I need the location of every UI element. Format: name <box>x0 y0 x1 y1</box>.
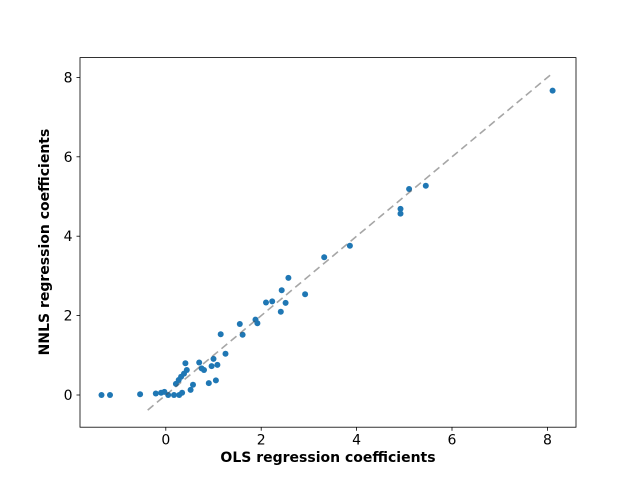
data-point <box>214 361 221 368</box>
data-point <box>152 390 159 397</box>
data-point <box>321 254 328 261</box>
data-point <box>210 355 217 362</box>
data-point <box>269 298 276 305</box>
data-point <box>179 389 186 396</box>
data-point <box>212 377 219 384</box>
data-point <box>107 392 113 398</box>
data-point <box>422 182 429 189</box>
axes-frame <box>79 57 577 428</box>
data-point <box>183 367 190 373</box>
data-point <box>254 320 261 327</box>
data-point <box>208 363 215 370</box>
x-tick-label: 6 <box>448 433 457 449</box>
data-point <box>137 391 144 398</box>
data-point <box>182 360 189 367</box>
data-point <box>278 287 285 294</box>
x-tick-label: 2 <box>257 433 266 449</box>
data-point <box>282 299 289 306</box>
data-point <box>346 242 353 249</box>
data-point <box>196 359 203 366</box>
identity-line <box>147 74 552 411</box>
data-point <box>285 274 292 281</box>
data-point <box>98 392 105 398</box>
data-point <box>397 210 404 217</box>
data-point <box>397 205 404 212</box>
data-point <box>222 350 229 357</box>
y-tick-label: 2 <box>64 309 73 325</box>
data-point <box>277 308 284 315</box>
data-point <box>217 331 224 338</box>
data-point <box>190 381 196 388</box>
data-point <box>302 291 309 298</box>
y-tick-label: 0 <box>64 388 73 404</box>
x-tick-label: 4 <box>352 433 361 449</box>
x-tick-label: 0 <box>161 433 170 449</box>
y-tick-label: 4 <box>64 229 73 245</box>
y-tick-label: 8 <box>64 70 73 86</box>
y-axis-label: NNLS regression coefficients <box>37 128 53 356</box>
y-tick-label: 6 <box>64 150 73 166</box>
data-point <box>205 380 212 387</box>
data-point <box>236 321 243 327</box>
x-tick-label: 8 <box>543 433 552 449</box>
data-point <box>171 392 177 398</box>
data-point <box>187 386 194 393</box>
x-axis-label: OLS regression coefficients <box>220 450 436 466</box>
data-point <box>549 87 556 94</box>
data-point <box>201 367 207 373</box>
data-point <box>263 299 269 306</box>
